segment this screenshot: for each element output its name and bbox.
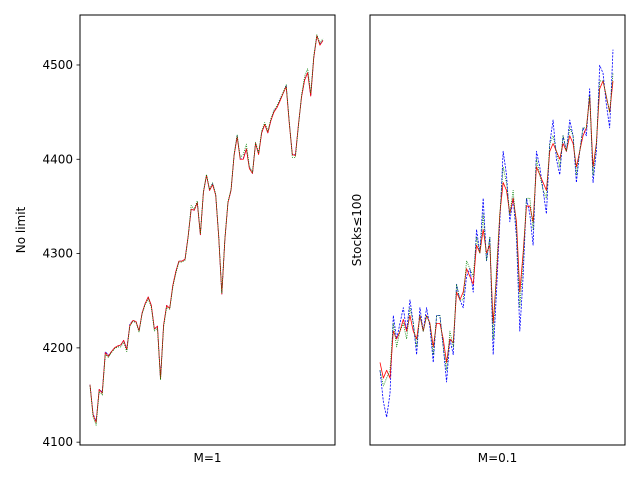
chart-left: 4100 4200 4300 4400 4500 M=1 No limit (14, 14, 336, 465)
series-line-1 (379, 80, 614, 379)
series-line-2 (379, 73, 614, 387)
y-tick-label: 4300 (42, 247, 73, 261)
axes-frame (369, 14, 626, 446)
y-tick-label: 4400 (42, 152, 73, 166)
series-line-0 (89, 35, 324, 422)
series-line-0 (379, 49, 614, 418)
y-axis-label: Stocks≤100 (350, 194, 364, 266)
axes-frame (79, 14, 336, 446)
x-axis-label: M=1 (193, 451, 221, 465)
y-tick-label: 4200 (42, 341, 73, 355)
y-axis-label: No limit (14, 206, 28, 253)
series-line-1 (89, 35, 324, 423)
x-axis-label: M=0.1 (478, 451, 518, 465)
series-line-2 (89, 34, 324, 426)
y-tick-label: 4100 (42, 435, 73, 449)
chart-right: M=0.1 Stocks≤100 (350, 14, 626, 465)
y-tick-label: 4500 (42, 58, 73, 72)
